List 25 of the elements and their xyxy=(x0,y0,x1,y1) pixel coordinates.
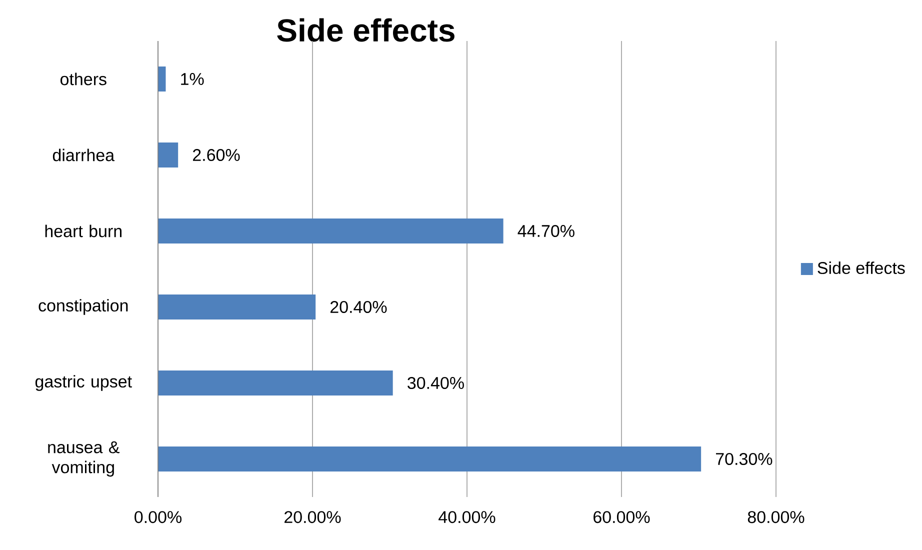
bar xyxy=(158,370,393,396)
data-label: 44.70% xyxy=(518,224,574,238)
bar xyxy=(158,218,504,244)
data-label: 1% xyxy=(181,73,204,85)
x-tick-label: 20.00% xyxy=(284,511,341,524)
data-label: 20.40% xyxy=(330,300,387,314)
bar xyxy=(158,446,702,472)
x-tick-label: 40.00% xyxy=(438,511,496,524)
x-tick-label: 0.00% xyxy=(134,511,182,524)
x-tick-label: 60.00% xyxy=(594,511,650,524)
y-tick-label: heart burn xyxy=(45,224,122,238)
y-tick-label: others xyxy=(60,72,106,86)
legend-label: Side effects xyxy=(818,262,905,274)
y-tick-label: nausea & vomiting xyxy=(48,441,120,477)
y-tick-label: constipation xyxy=(38,299,128,315)
bar xyxy=(158,142,178,168)
y-tick-label: gastric upset xyxy=(35,375,132,391)
data-label: 70.30% xyxy=(716,452,772,465)
x-tick-label: 80.00% xyxy=(748,511,804,524)
bar xyxy=(158,294,316,320)
chart-title: Side effects xyxy=(277,18,454,42)
data-label: 2.60% xyxy=(193,148,240,162)
y-tick-label: diarrhea xyxy=(52,148,115,162)
bar xyxy=(158,66,166,92)
data-label: 30.40% xyxy=(408,376,464,390)
